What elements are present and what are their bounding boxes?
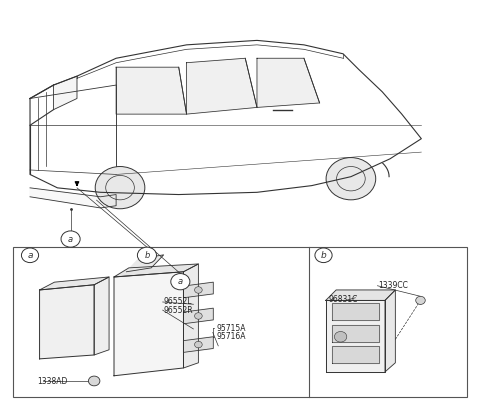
Circle shape (137, 247, 156, 263)
Text: 95716A: 95716A (216, 332, 246, 341)
Polygon shape (332, 303, 379, 320)
Circle shape (335, 331, 347, 342)
Text: b: b (321, 251, 326, 260)
Circle shape (416, 296, 425, 304)
Circle shape (88, 376, 100, 386)
Text: 1339CC: 1339CC (378, 281, 408, 290)
Polygon shape (257, 58, 320, 108)
Circle shape (22, 248, 38, 263)
FancyBboxPatch shape (13, 247, 467, 398)
Polygon shape (39, 285, 94, 359)
Polygon shape (332, 325, 379, 342)
Text: 1338AD: 1338AD (37, 377, 68, 386)
Polygon shape (326, 300, 385, 372)
Circle shape (326, 157, 376, 200)
Circle shape (194, 287, 202, 293)
Polygon shape (183, 308, 213, 324)
Polygon shape (332, 346, 379, 363)
Circle shape (171, 274, 190, 290)
Polygon shape (187, 58, 257, 114)
Circle shape (61, 231, 80, 247)
Polygon shape (385, 290, 396, 372)
Text: a: a (178, 277, 183, 286)
Circle shape (194, 313, 202, 319)
Text: 95715A: 95715A (216, 324, 246, 333)
Text: 96552L: 96552L (164, 297, 192, 306)
Polygon shape (30, 188, 116, 208)
Circle shape (194, 342, 202, 348)
Text: 96831C: 96831C (328, 295, 358, 304)
Polygon shape (326, 290, 396, 300)
Polygon shape (114, 272, 183, 376)
Text: b: b (144, 251, 150, 260)
Polygon shape (183, 264, 198, 368)
Polygon shape (114, 264, 198, 277)
Circle shape (315, 248, 332, 263)
Text: a: a (68, 234, 73, 243)
Text: 96552R: 96552R (164, 306, 193, 315)
Circle shape (95, 166, 145, 209)
Text: a: a (27, 251, 33, 260)
Polygon shape (116, 67, 187, 114)
Polygon shape (126, 255, 164, 272)
Polygon shape (39, 277, 109, 290)
Polygon shape (183, 282, 213, 298)
Polygon shape (30, 40, 421, 195)
Polygon shape (53, 76, 77, 110)
Polygon shape (94, 277, 109, 355)
Polygon shape (183, 337, 213, 353)
